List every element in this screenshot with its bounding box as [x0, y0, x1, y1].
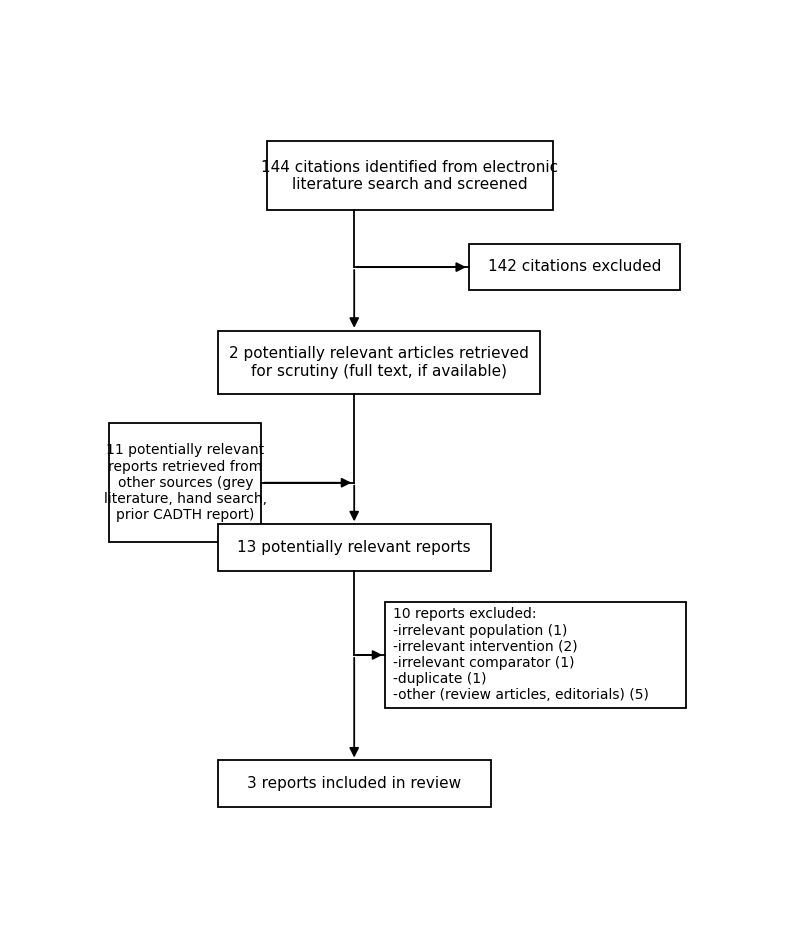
Bar: [110, 423, 261, 542]
Text: 13 potentially relevant reports: 13 potentially relevant reports: [238, 540, 471, 555]
Text: 142 citations excluded: 142 citations excluded: [488, 259, 661, 274]
Bar: [218, 331, 540, 394]
Text: 144 citations identified from electronic
literature search and screened: 144 citations identified from electronic…: [262, 159, 558, 192]
Text: 3 reports included in review: 3 reports included in review: [247, 777, 462, 792]
Text: 10 reports excluded:
-irrelevant population (1)
-irrelevant intervention (2)
-ir: 10 reports excluded: -irrelevant populat…: [393, 608, 649, 703]
Bar: [218, 524, 490, 571]
Bar: [469, 244, 680, 290]
Bar: [218, 761, 490, 808]
Text: 2 potentially relevant articles retrieved
for scrutiny (full text, if available): 2 potentially relevant articles retrieve…: [229, 346, 529, 379]
Text: 11 potentially relevant
reports retrieved from
other sources (grey
literature, h: 11 potentially relevant reports retrieve…: [104, 444, 266, 522]
Bar: [267, 142, 553, 210]
Bar: [386, 601, 686, 708]
